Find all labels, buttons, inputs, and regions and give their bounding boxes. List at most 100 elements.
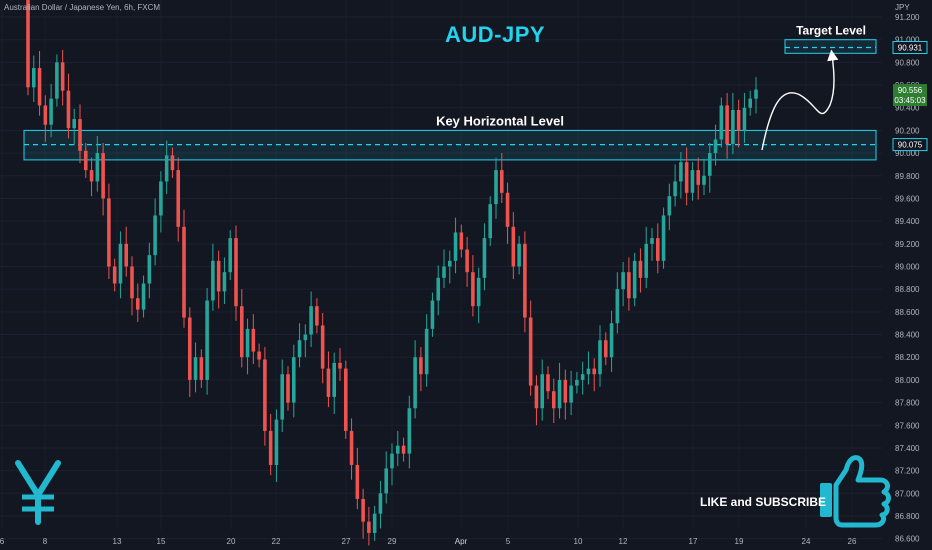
y-tick-label: 89.800: [895, 172, 920, 181]
candle-body: [66, 90, 71, 129]
candle-body: [130, 266, 134, 299]
candle-body: [580, 374, 585, 380]
candle-body: [395, 445, 400, 454]
candle-countdown: 03:45:03: [894, 96, 926, 105]
x-tick-label: 5: [506, 537, 511, 546]
candle-body: [228, 238, 233, 273]
time-axis[interactable]: 6 8 13 15 20 22 27 29 Apr 5 10 12 17 19 24 26: [0, 537, 857, 546]
y-tick-label: 87.800: [895, 399, 920, 408]
candle-body: [193, 357, 198, 380]
candle-body: [286, 374, 290, 403]
y-tick-label: 90.800: [895, 58, 920, 67]
candle-body: [37, 68, 42, 106]
candle-body: [251, 328, 256, 352]
candle-body: [349, 430, 354, 465]
candle-body: [245, 328, 250, 358]
target-level-zone: [784, 39, 877, 54]
candle-body: [78, 119, 82, 151]
x-tick-label: 24: [802, 537, 811, 546]
x-tick-label: 12: [619, 537, 628, 546]
key-level-price-badge: 90.075: [898, 141, 923, 150]
y-tick-label: 89.600: [895, 194, 920, 203]
candle-body: [216, 260, 221, 292]
candle-body: [164, 155, 169, 182]
candle-body: [384, 468, 389, 494]
candle-body: [390, 453, 394, 469]
symbol-header: Australian Dollar / Japanese Yen, 6h, FX…: [4, 3, 161, 12]
projection-arrow: [761, 49, 839, 151]
candle-body: [488, 204, 493, 239]
candle-body: [748, 98, 753, 108]
candle-body: [442, 266, 446, 278]
candle-body: [725, 105, 729, 145]
candle-body: [696, 170, 701, 185]
candle-body: [112, 266, 117, 284]
y-tick-label: 89.000: [895, 262, 920, 271]
candle-body: [650, 238, 654, 244]
target-level-label: Target Level: [796, 24, 866, 38]
candle-body: [569, 385, 573, 403]
x-tick-label: Apr: [455, 537, 468, 546]
candle-body: [742, 107, 747, 131]
candle-body: [731, 110, 735, 145]
candle-body: [419, 357, 423, 375]
candle-body: [315, 306, 319, 326]
target-price-badge-box: [892, 41, 928, 55]
candle-body: [378, 493, 383, 514]
candle-body: [511, 226, 516, 267]
target-price-badge: 90.931: [898, 44, 923, 53]
candle-body: [424, 328, 429, 375]
candle-body: [754, 89, 758, 99]
candle-body: [447, 260, 452, 267]
candle-body: [661, 215, 666, 261]
candle-body: [644, 243, 649, 278]
candle-body: [95, 153, 100, 182]
y-tick-label: 87.000: [895, 489, 920, 498]
candle-body: [107, 198, 111, 267]
candle-body: [719, 105, 724, 140]
candle-body: [546, 374, 550, 392]
candle-body: [563, 379, 568, 403]
candle-body: [303, 334, 308, 341]
x-tick-label: 22: [272, 537, 281, 546]
candle-body: [297, 340, 302, 358]
thumbs-up-icon[interactable]: [820, 455, 891, 528]
candle-body: [453, 232, 458, 261]
candle-body: [31, 68, 36, 88]
candle-body: [471, 272, 475, 307]
candle-body: [60, 62, 65, 91]
candle-body: [430, 300, 435, 329]
candle-body: [413, 357, 417, 409]
candle-body: [465, 249, 469, 273]
candle-body: [280, 374, 285, 420]
candle-body: [482, 238, 487, 278]
y-tick-label: 88.000: [895, 376, 920, 385]
x-tick-label: 8: [43, 537, 48, 546]
candle-body: [401, 445, 406, 454]
y-tick-label: 89.400: [895, 217, 920, 226]
yen-icon: [15, 460, 61, 525]
y-tick-label: 90.400: [895, 104, 920, 113]
candle-body: [713, 139, 718, 154]
candle-body: [736, 110, 741, 131]
candle-body: [586, 368, 591, 375]
candle-body: [609, 323, 614, 358]
candle-body: [234, 238, 238, 307]
candle-body: [326, 368, 331, 397]
candle-body: [170, 155, 175, 171]
x-tick-label: 19: [735, 537, 744, 546]
candle-body: [291, 357, 296, 403]
candle-body: [436, 277, 441, 301]
candle-body: [505, 192, 510, 227]
candle-body: [274, 419, 279, 465]
y-tick-label: 88.800: [895, 285, 920, 294]
candle-body: [141, 283, 146, 310]
x-tick-label: 15: [157, 537, 166, 546]
candle-body: [627, 272, 631, 299]
y-tick-label: 87.600: [895, 421, 920, 430]
y-tick-label: 88.200: [895, 353, 920, 362]
candle-body: [557, 379, 562, 409]
candle-body: [407, 408, 412, 454]
candle-body: [268, 430, 273, 465]
